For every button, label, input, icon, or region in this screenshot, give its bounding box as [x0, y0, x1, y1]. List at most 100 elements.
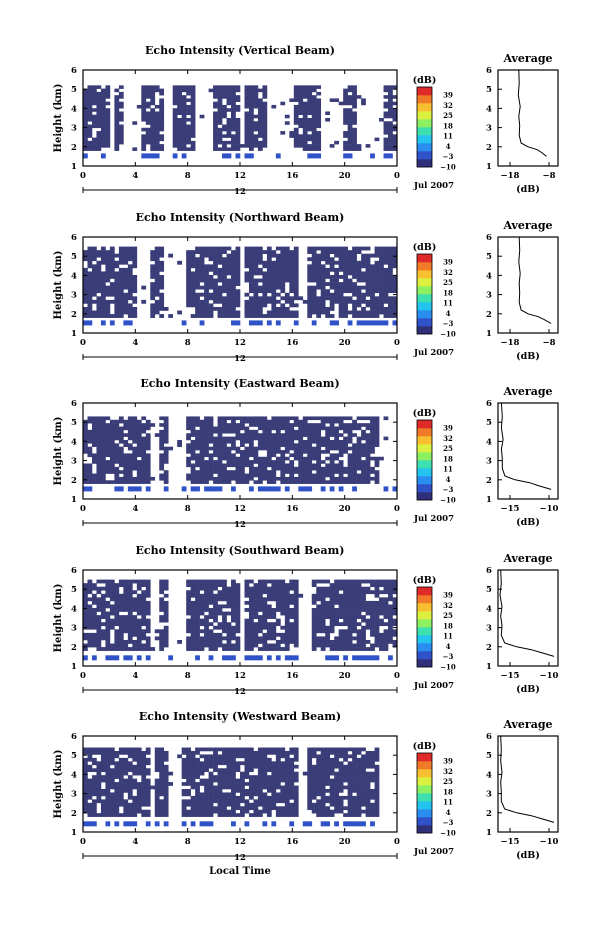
echo-cell — [231, 629, 236, 634]
echo-cell — [226, 600, 232, 605]
echo-cell — [109, 611, 115, 616]
echo-cell — [159, 799, 165, 804]
echo-cell — [253, 608, 259, 612]
echo-cell — [302, 95, 308, 99]
echo-cell — [87, 111, 93, 116]
echo-cell — [262, 271, 268, 276]
echo-cell — [159, 111, 165, 116]
echo-cell — [114, 655, 120, 661]
echo-cell — [87, 271, 93, 276]
echo-cell — [374, 303, 380, 308]
echo-cell — [275, 423, 281, 427]
echo-cell — [302, 443, 308, 447]
echo-cell — [222, 476, 227, 481]
echo-cell — [154, 118, 160, 122]
echo-cell — [266, 460, 272, 464]
echo-cell — [222, 618, 227, 623]
echo-cell — [352, 463, 357, 468]
echo-cell — [374, 253, 380, 258]
echo-cell — [123, 593, 129, 598]
echo-cell — [118, 260, 124, 265]
echo-cell — [190, 778, 196, 783]
echo-cell — [199, 433, 205, 437]
echo-cell — [87, 91, 93, 96]
echo-cell — [204, 450, 209, 454]
echo-cell — [199, 586, 205, 591]
echo-cell — [370, 299, 375, 304]
echo-cell — [141, 453, 147, 458]
echo-cell — [298, 439, 304, 444]
echo-cell — [244, 788, 250, 793]
echo-cell — [311, 144, 317, 148]
echo-cell — [190, 108, 196, 112]
echo-cell — [302, 85, 308, 89]
echo-cell — [222, 436, 227, 441]
echo-cell — [275, 456, 281, 461]
echo-cell — [195, 416, 200, 421]
echo-cell — [266, 611, 272, 616]
echo-cell — [213, 754, 218, 759]
echo-cell — [383, 111, 389, 116]
echo-cell — [325, 289, 331, 294]
echo-cell — [298, 473, 304, 478]
echo-cell — [123, 583, 129, 587]
echo-cell — [240, 453, 245, 458]
echo-cell — [338, 419, 344, 424]
echo-cell — [118, 292, 124, 297]
echo-cell — [253, 121, 259, 125]
echo-cell — [83, 310, 88, 315]
echo-cell — [226, 761, 232, 766]
echo-cell — [217, 253, 223, 258]
echo-cell — [293, 253, 299, 258]
echo-cell — [334, 466, 339, 471]
echo-cell — [257, 757, 263, 762]
echo-cell — [199, 278, 205, 283]
echo-cell — [235, 788, 241, 793]
echo-cell — [257, 299, 263, 304]
echo-cell — [347, 622, 353, 627]
echo-cell — [262, 799, 268, 804]
echo-cell — [307, 95, 313, 99]
y-tick-label: 4 — [71, 271, 77, 281]
echo-cell — [262, 747, 268, 752]
echo-cell — [83, 604, 88, 609]
echo-cell — [141, 600, 147, 605]
echo-cell — [253, 583, 259, 587]
echo-cell — [118, 314, 124, 318]
echo-cell — [222, 104, 227, 109]
echo-cell — [302, 423, 308, 427]
echo-cell — [159, 647, 165, 651]
echo-cell — [275, 608, 281, 612]
echo-cell — [311, 108, 317, 112]
echo-cell — [302, 429, 308, 434]
echo-cell — [100, 476, 106, 481]
echo-cell — [280, 250, 286, 254]
echo-cell — [208, 463, 214, 468]
echo-cell — [311, 253, 317, 258]
echo-cell — [163, 593, 169, 598]
echo-cell — [275, 583, 281, 587]
echo-cell — [347, 416, 353, 421]
echo-cell — [204, 480, 209, 484]
echo-cell — [361, 470, 366, 474]
echo-cell — [374, 618, 380, 623]
echo-cell — [186, 647, 191, 651]
day-label: 12 — [234, 187, 246, 197]
echo-cell — [253, 473, 259, 478]
echo-cell — [114, 813, 120, 817]
echo-cell — [284, 764, 290, 769]
echo-cell — [150, 91, 156, 96]
echo-cell — [275, 278, 281, 283]
echo-cell — [208, 775, 214, 779]
echo-cell — [253, 127, 259, 132]
echo-cell — [361, 579, 366, 584]
echo-cell — [190, 486, 196, 492]
echo-cell — [271, 450, 277, 454]
echo-cell — [136, 450, 142, 454]
echo-cell — [388, 127, 393, 132]
colorbar-unit: (dB) — [413, 408, 437, 419]
echo-cell — [159, 632, 165, 637]
echo-cell — [338, 463, 344, 468]
echo-cell — [96, 140, 102, 145]
echo-cell — [244, 655, 250, 661]
